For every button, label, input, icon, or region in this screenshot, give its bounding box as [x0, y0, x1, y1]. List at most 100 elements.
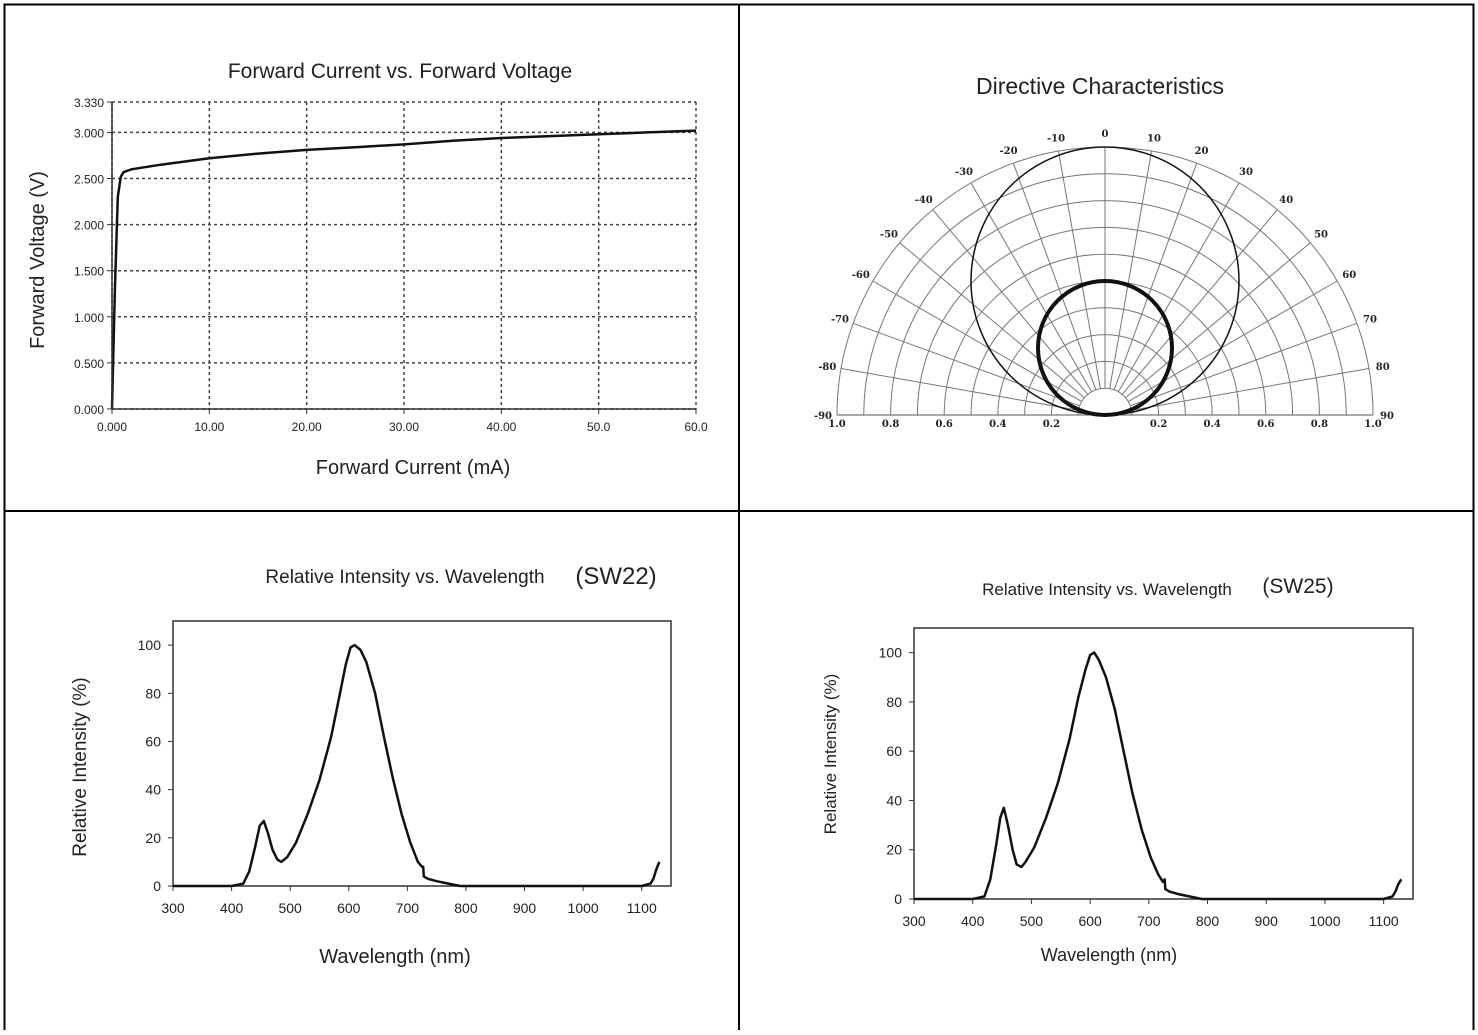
- y-tick-label: 100: [138, 637, 162, 653]
- radial-label-right: 1.0: [1364, 419, 1381, 430]
- angle-label: 20: [1194, 146, 1208, 157]
- angle-label: -60: [852, 270, 870, 281]
- y-tick-label: 2.500: [74, 173, 104, 187]
- polar-spoke: [899, 242, 1085, 399]
- x-tick-label: 50.0: [587, 420, 611, 434]
- y-tick-label: 0.000: [74, 403, 104, 417]
- y-tick-label: 80: [886, 694, 902, 710]
- plot-frame: [172, 620, 672, 887]
- polar-spoke: [932, 209, 1089, 395]
- y-tick-label: 0: [894, 891, 902, 907]
- angle-label: -10: [1047, 133, 1065, 144]
- polar-spoke: [1109, 150, 1153, 389]
- polar-spoke: [1057, 150, 1101, 389]
- y-tick-label: 80: [145, 685, 161, 701]
- polar-spoke: [840, 367, 1079, 411]
- y-tick-label: 1.000: [74, 311, 104, 325]
- polar-spoke: [970, 182, 1093, 393]
- angle-label: -80: [818, 362, 836, 373]
- angle-label: 0: [1102, 129, 1109, 140]
- chart-tag: (SW25): [1262, 575, 1333, 598]
- y-tick-label: 3.330: [74, 96, 104, 110]
- x-tick-label: 20.00: [292, 420, 322, 434]
- polar-spoke: [1117, 182, 1240, 393]
- y-tick-label: 40: [145, 782, 161, 798]
- y-axis-label: Relative Intensity (%): [821, 674, 840, 835]
- polar-spoke: [1121, 209, 1278, 395]
- series-line: [110, 129, 697, 410]
- directive-chart-cell: Directive Characteristics -90 -80 -70 -60 -5…: [739, 0, 1478, 511]
- x-tick-label: 700: [1137, 913, 1161, 929]
- chart-title: Relative Intensity vs. Wavelength: [982, 580, 1232, 599]
- x-tick-label: 1000: [1309, 913, 1340, 929]
- x-tick-label: 400: [961, 913, 985, 929]
- y-tick-label: 20: [145, 830, 161, 846]
- y-tick-label: 0: [153, 878, 161, 894]
- x-tick-label: 1100: [627, 900, 657, 916]
- x-tick-label: 400: [220, 900, 244, 916]
- x-axis-label: Forward Current (mA): [316, 457, 510, 479]
- y-tick-label: 0.500: [74, 357, 104, 371]
- radial-label-left: 0.8: [882, 419, 899, 430]
- chart-title: Forward Current vs. Forward Voltage: [228, 60, 572, 83]
- y-tick-label: 3.000: [74, 126, 104, 140]
- angle-label: 30: [1239, 167, 1253, 178]
- y-tick-label: 40: [886, 792, 902, 808]
- plot-frame: [913, 627, 1414, 900]
- radial-label-left: 0.2: [1043, 419, 1060, 430]
- radial-label-right: 0.6: [1257, 419, 1274, 430]
- sw22-spectrum-cell: Relative Intensity vs. Wavelength (SW22)…: [0, 511, 739, 1030]
- y-tick-label: 100: [879, 645, 903, 661]
- x-tick-label: 900: [513, 900, 537, 916]
- angle-label: -40: [915, 195, 933, 206]
- y-axis-label: Forward Voltage (V): [27, 171, 49, 349]
- sw25-spectrum-cell: Relative Intensity vs. Wavelength (SW25)…: [739, 511, 1478, 1030]
- x-tick-label: 500: [1020, 913, 1044, 929]
- angle-label: 40: [1279, 195, 1293, 206]
- polar-spoke: [1113, 162, 1198, 390]
- y-tick-label: 20: [886, 842, 902, 858]
- y-tick-label: 60: [886, 743, 902, 759]
- angle-label: -30: [955, 167, 973, 178]
- series-line: [914, 651, 1403, 901]
- x-tick-label: 40.00: [486, 420, 516, 434]
- angle-label: 90: [1380, 411, 1394, 422]
- radial-label-right: 0.8: [1311, 419, 1328, 430]
- x-tick-label: 0.000: [97, 420, 127, 434]
- polar-spoke: [1125, 242, 1311, 399]
- y-tick-label: 1.500: [74, 265, 104, 279]
- sw25-spectrum-chart: Relative Intensity vs. Wavelength (SW25)…: [821, 575, 1414, 965]
- x-tick-label: 60.0: [684, 420, 708, 434]
- y-axis-label: Relative Intensity (%): [70, 677, 91, 857]
- forward-voltage-chart-cell: Forward Current vs. Forward Voltage Forw…: [0, 0, 739, 511]
- polar-spoke: [852, 322, 1080, 407]
- angle-label: 10: [1147, 133, 1161, 144]
- angle-label: -70: [831, 315, 849, 326]
- x-tick-label: 700: [396, 900, 420, 916]
- pattern-curve: [1036, 279, 1174, 417]
- radial-label-right: 0.2: [1150, 419, 1167, 430]
- angle-label: -20: [1000, 146, 1018, 157]
- polar-spoke: [1012, 162, 1097, 390]
- x-tick-label: 300: [161, 900, 185, 916]
- chart-title: Relative Intensity vs. Wavelength: [265, 567, 544, 588]
- x-tick-label: 600: [337, 900, 361, 916]
- x-tick-label: 1100: [1369, 913, 1399, 929]
- angle-label: 80: [1376, 362, 1390, 373]
- series-line: [173, 643, 661, 888]
- angle-label: 70: [1363, 315, 1377, 326]
- polar-spoke: [1130, 322, 1358, 407]
- x-tick-label: 1000: [568, 900, 599, 916]
- polar-spoke: [1131, 367, 1370, 411]
- radial-label-left: 1.0: [828, 419, 845, 430]
- sw22-spectrum-chart: Relative Intensity vs. Wavelength (SW22)…: [70, 563, 672, 968]
- x-tick-label: 800: [454, 900, 478, 916]
- chart-title: Directive Characteristics: [976, 73, 1224, 99]
- angle-label: -50: [880, 230, 898, 241]
- angle-label: -90: [814, 411, 832, 422]
- y-tick-label: 60: [145, 733, 161, 749]
- directive-chart: Directive Characteristics -90 -80 -70 -60 -5…: [814, 73, 1394, 430]
- x-tick-label: 600: [1078, 913, 1102, 929]
- radial-label-left: 0.4: [989, 419, 1006, 430]
- x-tick-label: 300: [902, 913, 926, 929]
